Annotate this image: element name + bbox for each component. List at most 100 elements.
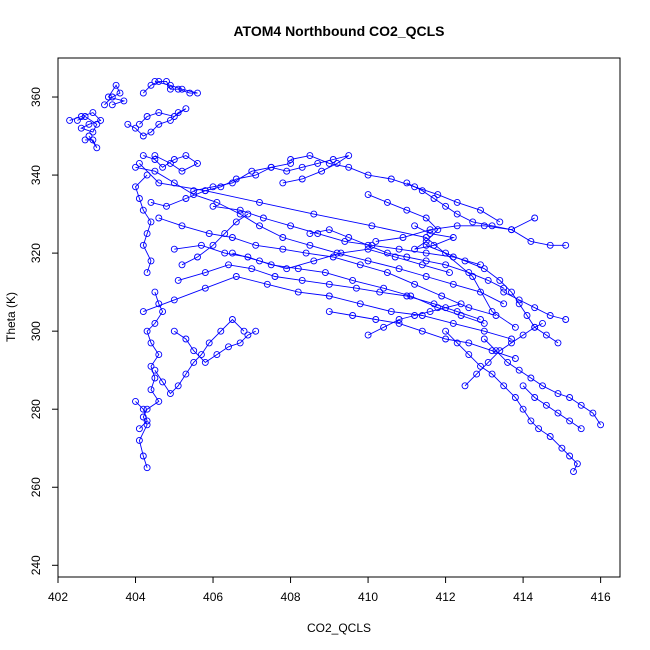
y-tick-label: 280 xyxy=(29,399,43,419)
data-point xyxy=(566,394,574,401)
data-point xyxy=(457,300,465,308)
series-line xyxy=(367,194,455,250)
data-point xyxy=(411,280,419,288)
data-point xyxy=(364,245,372,253)
data-point xyxy=(97,116,105,124)
data-point xyxy=(143,171,151,179)
data-point xyxy=(228,234,236,241)
data-point xyxy=(186,89,194,97)
data-point xyxy=(256,257,263,265)
series-line xyxy=(143,155,199,172)
y-axis-label: Theta (K) xyxy=(4,292,18,342)
series-line xyxy=(135,166,504,305)
data-point xyxy=(438,292,446,300)
data-point xyxy=(166,390,174,398)
data-point xyxy=(368,241,376,249)
data-point xyxy=(577,401,585,409)
data-point xyxy=(364,331,372,339)
data-point xyxy=(383,198,391,206)
data-point xyxy=(139,89,147,97)
data-point xyxy=(151,288,159,296)
data-point xyxy=(190,347,198,355)
series-line xyxy=(127,108,187,137)
data-point xyxy=(194,89,201,97)
data-point xyxy=(364,257,372,265)
data-point xyxy=(190,358,198,366)
data-point xyxy=(515,296,523,304)
data-point xyxy=(325,308,333,316)
data-point xyxy=(461,382,469,390)
series-line xyxy=(104,84,126,106)
data-point xyxy=(383,269,391,277)
data-point xyxy=(147,198,155,206)
data-point xyxy=(314,230,322,238)
data-point xyxy=(178,167,186,175)
data-point xyxy=(508,226,515,234)
data-point xyxy=(562,241,570,249)
data-point xyxy=(120,97,128,105)
data-point xyxy=(395,265,403,273)
data-point xyxy=(411,222,419,230)
x-axis: 402 404 406 408 410 412 414 416 xyxy=(48,577,611,604)
y-axis: 240 260 280 300 320 340 360 xyxy=(29,87,58,575)
data-point xyxy=(170,296,178,304)
plot-area xyxy=(66,77,605,476)
data-point xyxy=(232,218,240,226)
data-point xyxy=(434,226,442,234)
data-point xyxy=(546,241,554,249)
data-point xyxy=(395,316,403,323)
data-point xyxy=(217,183,225,191)
series-line xyxy=(329,311,516,359)
data-point xyxy=(93,120,101,128)
data-point xyxy=(166,81,174,89)
data-point xyxy=(523,312,531,319)
data-point xyxy=(477,316,484,323)
series-line xyxy=(178,264,481,320)
data-point xyxy=(279,179,287,187)
data-point xyxy=(500,382,508,390)
data-point xyxy=(480,222,488,230)
data-point xyxy=(411,245,419,253)
data-point xyxy=(101,101,108,109)
data-point xyxy=(368,222,376,230)
data-point xyxy=(562,316,570,323)
data-point xyxy=(306,152,314,160)
data-point xyxy=(597,421,605,429)
data-point xyxy=(287,156,295,163)
data-point xyxy=(170,113,178,120)
data-point xyxy=(66,116,74,124)
data-point xyxy=(511,323,519,331)
series-line xyxy=(445,330,578,472)
series-line xyxy=(232,248,450,274)
data-point xyxy=(197,351,205,359)
data-point xyxy=(135,436,143,444)
data-point xyxy=(372,316,380,323)
data-point xyxy=(139,452,147,460)
data-point xyxy=(387,175,395,183)
data-point xyxy=(519,331,527,339)
data-point xyxy=(178,85,186,93)
data-point xyxy=(267,163,275,171)
data-point xyxy=(496,218,504,226)
series-line xyxy=(174,244,485,324)
data-point xyxy=(159,308,167,316)
data-point xyxy=(213,351,221,359)
data-point xyxy=(135,159,143,167)
data-point xyxy=(422,237,430,245)
data-point xyxy=(480,319,488,327)
data-point xyxy=(345,163,353,171)
data-point xyxy=(418,261,426,269)
data-point xyxy=(539,382,546,390)
series-line xyxy=(150,155,349,207)
data-point xyxy=(449,280,457,288)
data-point xyxy=(85,120,93,128)
data-point xyxy=(271,273,279,280)
data-point xyxy=(356,261,364,269)
data-point xyxy=(182,105,190,113)
data-point xyxy=(248,167,256,175)
data-point xyxy=(380,284,388,292)
data-point xyxy=(345,152,353,160)
series-line xyxy=(85,135,98,149)
x-tick-label: 406 xyxy=(203,590,223,604)
data-point xyxy=(124,120,132,128)
